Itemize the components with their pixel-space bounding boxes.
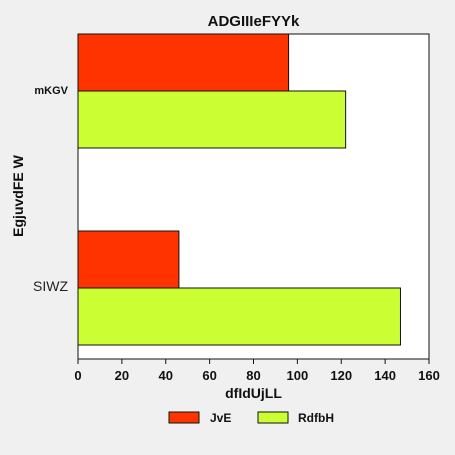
bar-RdfbH-mKGV <box>77 90 347 149</box>
x-tick-label: 100 <box>287 368 309 383</box>
bars-layer <box>77 33 401 346</box>
bar-JvE-mKGV <box>77 33 290 92</box>
bar-RdfbH-SIWZ <box>77 287 401 346</box>
legend: JvE RdfbH <box>168 411 334 425</box>
category-label-SIWZ: SIWZ <box>33 278 68 294</box>
category-label-mKGV: mKGV <box>34 85 68 97</box>
x-tick-label: 140 <box>374 368 396 383</box>
x-tick-label: 20 <box>115 368 129 383</box>
x-axis-label: dfIdUjLL <box>225 385 282 401</box>
x-tick-label: 80 <box>246 368 260 383</box>
x-tick-label: 160 <box>418 368 440 383</box>
legend-swatch-RdfbH <box>257 411 289 424</box>
x-tick-label: 60 <box>202 368 216 383</box>
legend-swatch-JvE <box>168 411 200 424</box>
bar-JvE-SIWZ <box>77 230 180 289</box>
x-tick-label: 120 <box>330 368 352 383</box>
y-axis-label: EgjuvdFE W <box>10 154 26 236</box>
x-tick-label: 40 <box>159 368 173 383</box>
x-axis-ticks: 0 20 40 60 80 100 120 140 160 <box>74 359 440 383</box>
legend-label-RdfbH: RdfbH <box>298 411 334 425</box>
x-tick-label: 0 <box>74 368 81 383</box>
chart-title: ADGIIIeFYYk <box>208 13 300 30</box>
legend-label-JvE: JvE <box>210 411 231 425</box>
